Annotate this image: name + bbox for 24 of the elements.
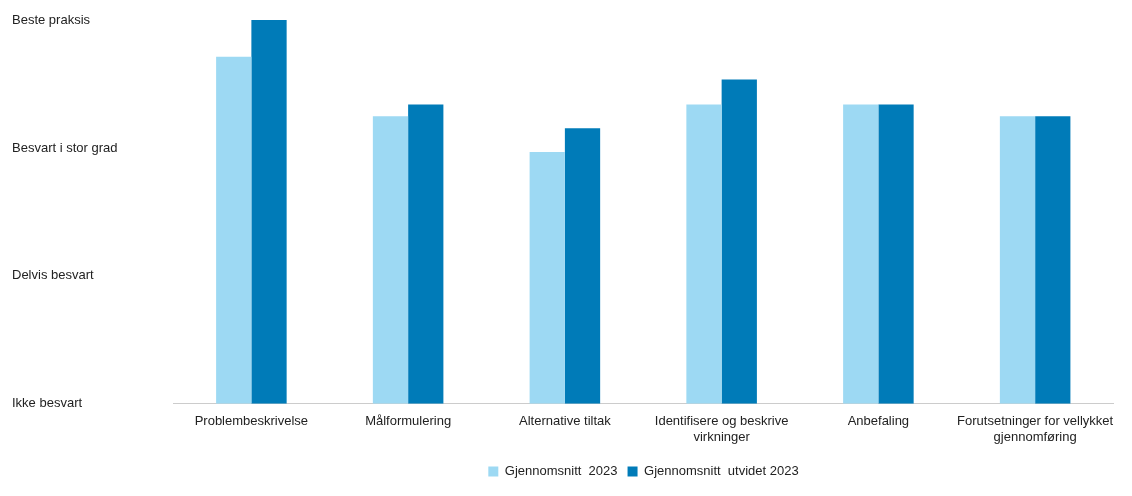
- x-tick-label: Problembeskrivelse: [194, 413, 309, 429]
- bar: [372, 116, 409, 404]
- text: Ikke besvart: [12, 395, 83, 411]
- bar: [999, 116, 1036, 404]
- bar: [251, 20, 287, 404]
- legend-label: Gjennomsnitt utvidet 2023: [644, 463, 799, 479]
- text: Besvart i stor grad: [12, 139, 118, 155]
- bar: [408, 104, 444, 404]
- x-tick-label: Målformulering: [365, 413, 452, 429]
- x-tick-label: Identifisere og beskrive virkninger: [654, 413, 789, 444]
- bar: [721, 79, 757, 404]
- bar: [686, 104, 722, 404]
- bar: [529, 152, 565, 404]
- legend-label: Gjennomsnitt 2023: [504, 463, 618, 479]
- bar: [564, 128, 601, 404]
- text: Delvis besvart: [12, 267, 95, 283]
- bar: [1035, 116, 1071, 404]
- text: Beste praksis: [12, 11, 91, 27]
- bar: [216, 56, 252, 404]
- x-tick-label: Anbefaling: [847, 413, 910, 429]
- x-tick-label: Alternative tiltak: [519, 413, 612, 429]
- bar: [878, 104, 914, 404]
- bar: [843, 104, 879, 404]
- x-tick-label: Forutsetninger for vellykket gjennomføring: [957, 413, 1114, 444]
